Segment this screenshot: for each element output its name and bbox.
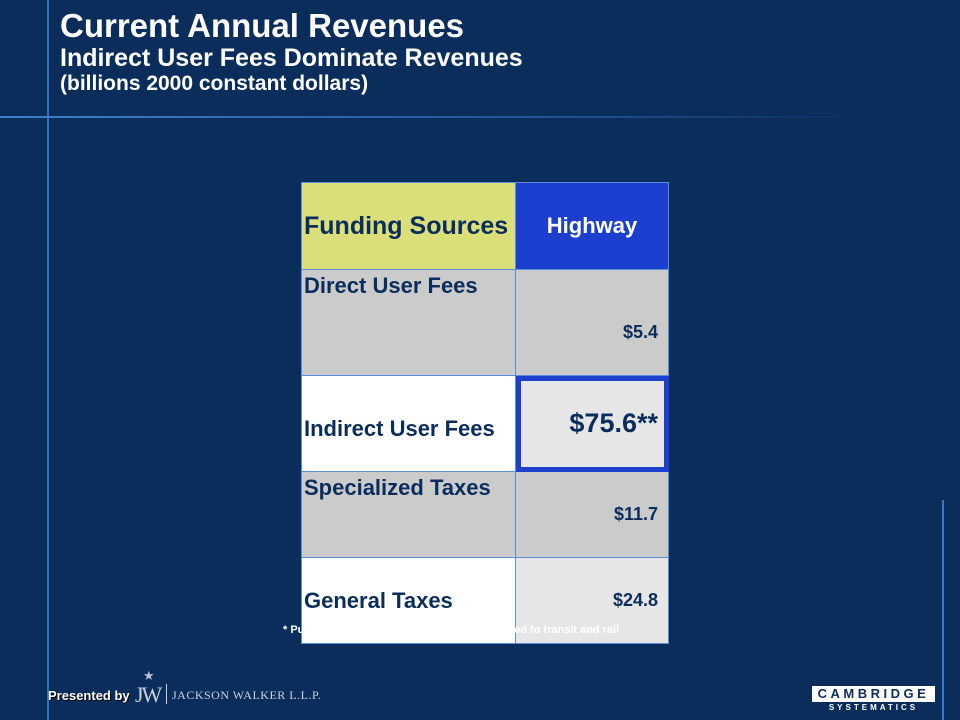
presented-by-label: Presented by (48, 688, 130, 703)
sponsor-divider (166, 684, 167, 704)
row-source: Specialized Taxes (301, 471, 516, 558)
row-highway-value-highlighted: $75.6** (515, 375, 669, 472)
slide-title: Current Annual Revenues (60, 7, 465, 44)
row-source: General Taxes (301, 557, 516, 644)
footnote: * Public sector only ** Less revenue all… (283, 624, 620, 636)
star-icon: ★ (143, 668, 155, 683)
logo-top-text: CAMBRIDGE (812, 686, 935, 702)
right-accent-line (942, 500, 944, 720)
left-accent-line (47, 0, 49, 720)
cambridge-systematics-logo: CAMBRIDGE SYSTEMATICS (812, 686, 935, 714)
row-source: Direct User Fees (301, 269, 516, 376)
revenue-table: Funding Sources Highway Direct User Fees… (301, 182, 669, 644)
table-header-row: Funding Sources Highway (301, 182, 669, 270)
row-highway-value: $11.7 (515, 471, 669, 558)
table-row: Direct User Fees $5.4 (301, 269, 669, 376)
sponsor-monogram: JW (135, 682, 162, 707)
row-source: Indirect User Fees (301, 375, 516, 472)
slide-subtitle: Indirect User Fees Dominate Revenues (60, 44, 523, 72)
header-funding-sources: Funding Sources (301, 182, 516, 270)
row-highway-value: $5.4 (515, 269, 669, 376)
sponsor-name: JACKSON WALKER L.L.P. (172, 688, 322, 702)
title-block: Current Annual Revenues Indirect User Fe… (60, 8, 523, 96)
header-highway: Highway (515, 182, 669, 270)
row-highway-value: $24.8 (515, 557, 669, 644)
table-row: General Taxes $24.8 (301, 557, 669, 644)
table-row: Specialized Taxes $11.7 (301, 471, 669, 558)
table-row: Indirect User Fees $75.6** (301, 375, 669, 472)
unit-note: (billions 2000 constant dollars) (60, 72, 369, 95)
logo-bottom-text: SYSTEMATICS (828, 703, 919, 712)
top-accent-line (0, 116, 860, 118)
